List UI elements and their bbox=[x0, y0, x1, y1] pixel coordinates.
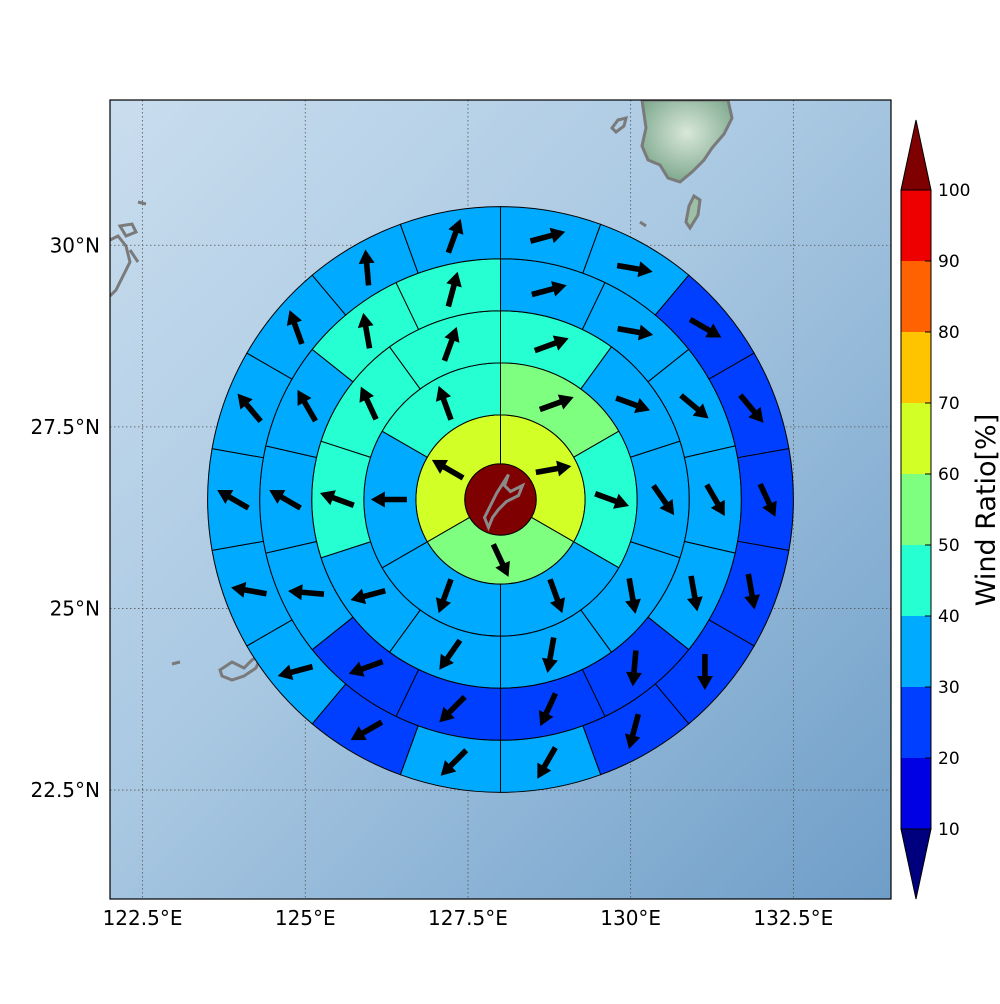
colorbar-tick-label: 50 bbox=[938, 536, 960, 556]
colorbar-bin bbox=[901, 616, 931, 687]
wind-arrow bbox=[531, 281, 567, 298]
wind-arrow bbox=[490, 543, 510, 577]
latitude-tick-labels: 30°N 27.5°N 25°N 22.5°N bbox=[31, 233, 101, 802]
wind-arrow bbox=[617, 324, 654, 341]
wind-arrow bbox=[537, 746, 558, 779]
colorbar-tick-label: 40 bbox=[938, 607, 960, 627]
colorbar-tick-label: 60 bbox=[938, 465, 960, 485]
small-island-west bbox=[117, 200, 147, 263]
colorbar-tick-label: 10 bbox=[938, 820, 960, 840]
wind-arrow bbox=[624, 713, 642, 749]
y-tick-label: 30°N bbox=[50, 233, 100, 257]
x-tick-label: 130°E bbox=[600, 906, 661, 930]
colorbar: 10 20 30 40 50 60 70 80 90 100 bbox=[900, 119, 970, 900]
wind-direction-arrows bbox=[217, 218, 777, 779]
colorbar-extend-min bbox=[900, 828, 932, 900]
wind-arrow bbox=[435, 578, 454, 614]
colorbar-label: Wind Ratio[%] bbox=[971, 414, 1000, 606]
wind-arrow bbox=[439, 638, 463, 670]
colorbar-bin bbox=[901, 545, 931, 616]
wind-arrow bbox=[231, 582, 267, 598]
kyushu-landmass bbox=[640, 100, 734, 184]
wind-arrow bbox=[358, 249, 375, 286]
wind-arrow bbox=[439, 694, 467, 723]
wind-arrow bbox=[445, 271, 462, 308]
x-tick-label: 125°E bbox=[275, 906, 336, 930]
x-tick-label: 127.5°E bbox=[428, 906, 508, 930]
wind-arrow bbox=[529, 227, 566, 244]
map-frame bbox=[109, 99, 892, 900]
y-tick-label: 27.5°N bbox=[31, 415, 101, 439]
colorbar-bin bbox=[901, 474, 931, 545]
wind-arrow bbox=[615, 395, 650, 414]
x-tick-label: 132.5°E bbox=[753, 906, 833, 930]
wind-arrow bbox=[696, 654, 713, 691]
tanegashima-island bbox=[684, 193, 702, 231]
wind-arrow bbox=[237, 393, 263, 424]
colorbar-frame bbox=[900, 189, 932, 830]
wind-arrow bbox=[445, 218, 464, 254]
wind-ratio-sectors bbox=[207, 206, 794, 793]
colorbar-tick-label: 30 bbox=[938, 678, 960, 698]
colorbar-bin bbox=[901, 261, 931, 332]
wind-arrow bbox=[350, 588, 387, 605]
wind-arrow bbox=[686, 575, 703, 612]
wind-arrow bbox=[535, 460, 572, 477]
wind-arrow bbox=[679, 393, 709, 419]
colorbar-bin bbox=[901, 332, 931, 403]
longitude-tick-labels: 122.5°E 125°E 127.5°E 130°E 132.5°E bbox=[103, 906, 834, 930]
wind-arrow bbox=[688, 317, 722, 338]
wind-arrow bbox=[704, 483, 725, 516]
wind-arrow bbox=[538, 394, 574, 413]
wind-arrow bbox=[217, 490, 250, 511]
small-island-north bbox=[610, 115, 629, 134]
wind-arrow bbox=[738, 393, 764, 423]
wind-arrow bbox=[350, 719, 384, 741]
wind-arrow bbox=[757, 482, 777, 517]
colorbar-bin bbox=[901, 403, 931, 474]
colorbar-tick-label: 100 bbox=[938, 181, 970, 201]
wind-arrow bbox=[538, 692, 559, 727]
okinawa-outline bbox=[482, 473, 526, 532]
wind-arrow bbox=[359, 386, 379, 421]
wind-arrow bbox=[533, 335, 569, 354]
wind-arrow bbox=[626, 650, 642, 687]
colorbar-bin bbox=[901, 190, 931, 261]
wind-arrow bbox=[269, 490, 302, 511]
wind-arrow bbox=[625, 577, 641, 614]
wind-arrow bbox=[435, 385, 454, 421]
wind-arrow bbox=[547, 578, 566, 614]
y-tick-label: 25°N bbox=[50, 596, 100, 620]
wind-arrow bbox=[357, 312, 374, 349]
wind-arrow bbox=[744, 573, 760, 610]
wind-arrow bbox=[286, 310, 305, 345]
wind-arrow bbox=[297, 389, 318, 423]
colorbar-bin bbox=[901, 687, 931, 758]
wind-arrow bbox=[319, 490, 355, 508]
wind-arrow bbox=[440, 748, 469, 776]
y-tick-label: 22.5°N bbox=[31, 778, 101, 802]
colorbar-tick-label: 80 bbox=[938, 323, 960, 343]
wind-arrow bbox=[370, 491, 407, 508]
wind-arrow bbox=[441, 326, 460, 362]
colorbar-extend-max bbox=[900, 119, 932, 191]
x-tick-label: 122.5°E bbox=[103, 906, 183, 930]
wind-arrow bbox=[277, 663, 314, 681]
wind-arrow bbox=[616, 261, 653, 278]
colorbar-tick-label: 90 bbox=[938, 252, 960, 272]
wind-arrow bbox=[431, 459, 465, 481]
wind-arrow bbox=[542, 637, 558, 673]
china-coast-fragment bbox=[110, 234, 132, 298]
wind-arrow bbox=[651, 483, 675, 516]
wind-arrow bbox=[288, 584, 325, 601]
colorbar-tick-label: 70 bbox=[938, 394, 960, 414]
colorbar-tick-label: 20 bbox=[938, 749, 960, 769]
colorbar-bin bbox=[901, 758, 931, 829]
wind-arrow bbox=[594, 491, 629, 509]
wind-arrow bbox=[348, 658, 384, 677]
